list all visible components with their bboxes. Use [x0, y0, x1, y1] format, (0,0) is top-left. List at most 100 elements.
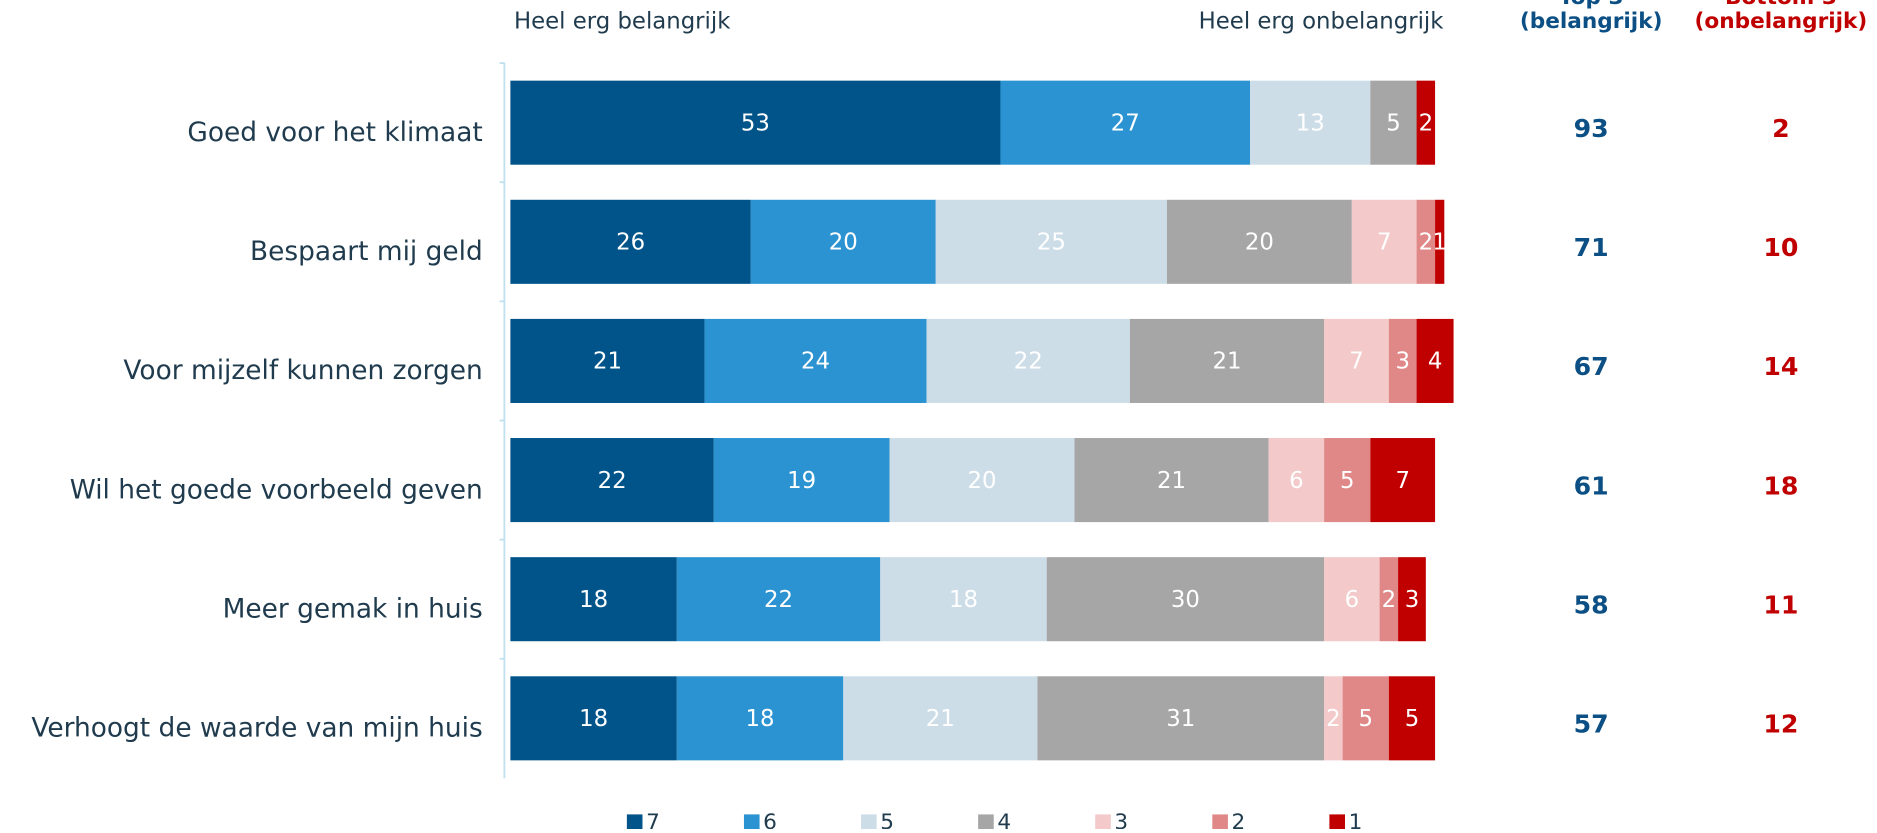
summary-value: 12 [1763, 710, 1798, 739]
summary-value: 58 [1574, 590, 1609, 619]
bar-segment [510, 557, 677, 642]
bar-segment [1324, 676, 1343, 761]
value-label: 21 [593, 349, 622, 375]
value-label: 5 [1340, 468, 1355, 494]
summary-value: 61 [1574, 471, 1609, 500]
bar-segment [1435, 199, 1445, 284]
bar-segment [1037, 676, 1325, 761]
value-label: 20 [1245, 230, 1274, 256]
bar-segment [1379, 557, 1399, 642]
summary-value: 14 [1763, 352, 1798, 381]
value-label: 7 [1349, 349, 1364, 375]
value-label: 3 [1405, 587, 1420, 613]
value-label: 31 [1166, 706, 1195, 732]
value-label: 6 [1345, 587, 1360, 613]
bar-segment [1351, 199, 1417, 284]
bar-segment [1398, 557, 1426, 642]
value-label: 3 [1395, 349, 1410, 375]
summary-value: 67 [1574, 352, 1609, 381]
legend-label: 3 [1114, 810, 1128, 829]
summary-value: 18 [1763, 471, 1798, 500]
value-label: 30 [1171, 587, 1200, 613]
legend-swatch [861, 814, 877, 831]
summary-title: Bottom 3 [1725, 0, 1837, 10]
value-label: 20 [967, 468, 996, 494]
value-label: 4 [1428, 349, 1443, 375]
bar-segment [1250, 80, 1371, 165]
summary-subtitle: (belangrijk) [1520, 9, 1663, 34]
value-label: 25 [1037, 230, 1066, 256]
legend-swatch [1212, 814, 1228, 831]
bar-segment [1324, 438, 1371, 523]
value-label: 19 [787, 468, 816, 494]
value-label: 20 [829, 230, 858, 256]
legend-swatch [626, 814, 643, 831]
left-label: Heel erg belangrijk [514, 8, 731, 34]
legend-label: 2 [1232, 810, 1246, 829]
summary-value: 11 [1763, 590, 1798, 619]
bar-segment [1268, 438, 1325, 523]
category-label: Goed voor het klimaat [187, 117, 482, 148]
category-label: Meer gemak in huis [223, 594, 483, 625]
value-label: 18 [949, 587, 978, 613]
value-label: 2 [1419, 230, 1434, 256]
bar-segment [1370, 80, 1417, 165]
bar-segment [510, 80, 1001, 165]
value-label: 1 [1432, 230, 1447, 256]
bar-segment [1129, 318, 1325, 403]
value-label: 21 [1157, 468, 1186, 494]
bar-segment [676, 557, 881, 642]
legend-label: 7 [646, 810, 660, 829]
value-label: 2 [1419, 110, 1434, 136]
bar-segment [1000, 80, 1251, 165]
value-label: 5 [1405, 706, 1420, 732]
legend-label: 4 [997, 810, 1011, 829]
bar-segment [1416, 80, 1436, 165]
right-label: Heel erg onbelangrijk [1199, 8, 1445, 34]
summary-value: 71 [1574, 233, 1609, 262]
value-label: 53 [741, 110, 770, 136]
legend-label: 1 [1349, 810, 1363, 829]
legend-swatch [978, 814, 994, 831]
bar-segment [1416, 318, 1454, 403]
value-label: 22 [764, 587, 793, 613]
value-label: 13 [1296, 110, 1325, 136]
bar-segment [510, 438, 714, 523]
value-label: 5 [1358, 706, 1373, 732]
bar-segment [676, 676, 844, 761]
bar-segment [1388, 318, 1417, 403]
summary-value: 10 [1763, 233, 1798, 262]
bar-segment [1342, 676, 1389, 761]
value-label: 24 [801, 349, 830, 375]
bar-segment [704, 318, 927, 403]
value-label: 18 [746, 706, 775, 732]
legend-label: 6 [763, 810, 777, 829]
bar-segment [750, 199, 936, 284]
bar-segment [1324, 557, 1380, 642]
category-label: Voor mijzelf kunnen zorgen [123, 355, 482, 386]
category-label: Verhoogt de waarde van mijn huis [31, 713, 482, 744]
bar-segment [935, 199, 1167, 284]
bar-segment [1046, 557, 1325, 642]
summary-title: Top 3 [1559, 0, 1624, 10]
bar-segment [1370, 438, 1436, 523]
value-label: 2 [1326, 706, 1341, 732]
value-label: 18 [579, 706, 608, 732]
summary-value: 57 [1574, 710, 1609, 739]
bar-segment [510, 318, 705, 403]
value-label: 22 [1014, 349, 1043, 375]
value-label: 22 [598, 468, 627, 494]
category-label: Wil het goede voorbeeld geven [70, 474, 483, 505]
bar-segment [1074, 438, 1269, 523]
legend-swatch [1095, 814, 1111, 831]
category-label: Bespaart mij geld [250, 236, 483, 267]
value-label: 5 [1386, 110, 1401, 136]
bar-segment [1416, 199, 1436, 284]
bar-segment [1166, 199, 1352, 284]
legend-label: 5 [880, 810, 894, 829]
value-label: 18 [579, 587, 608, 613]
bar-segment [510, 676, 677, 761]
value-label: 26 [616, 230, 645, 256]
bar-segment [1388, 676, 1436, 761]
